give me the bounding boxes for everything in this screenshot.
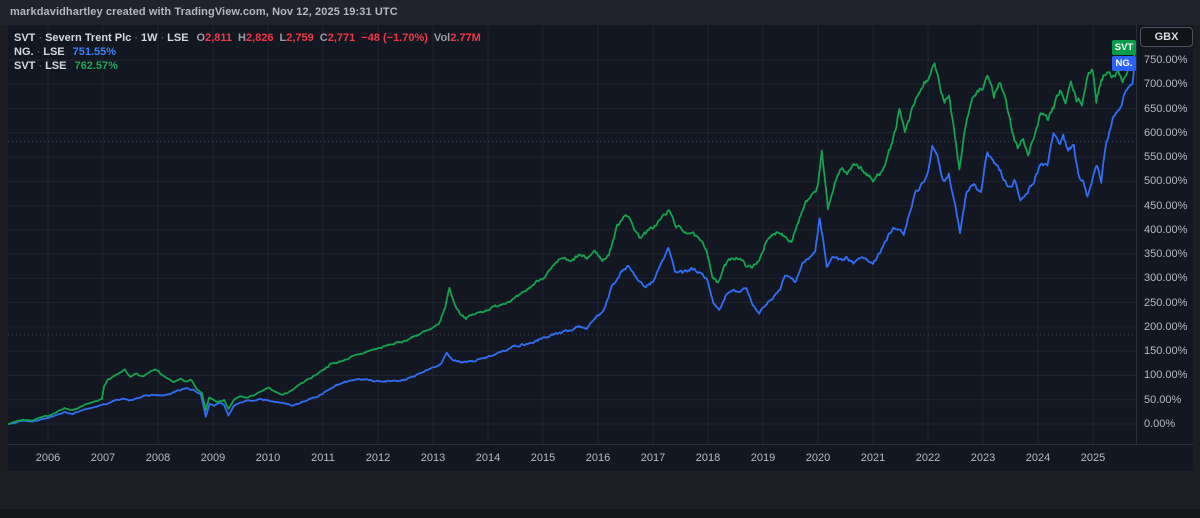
y-axis-label: 600.00% <box>1144 126 1188 139</box>
x-axis-label: 2013 <box>420 452 446 464</box>
footer-bar: 7 TradingView <box>0 471 1200 509</box>
ng-percent-value: 751.55% <box>72 46 117 58</box>
x-axis-label: 2007 <box>90 452 116 464</box>
x-axis-label: 2025 <box>1080 452 1106 464</box>
x-axis-label: 2014 <box>475 452 501 464</box>
x-axis-label: 2016 <box>585 452 611 464</box>
y-axis-label: 200.00% <box>1144 320 1188 333</box>
x-axis-label: 2015 <box>530 452 556 464</box>
y-axis-label: 100.00% <box>1144 369 1188 382</box>
legend-interval: 1W <box>140 32 158 44</box>
x-axis-label: 2011 <box>311 452 335 464</box>
y-axis-label: 550.00% <box>1144 151 1188 164</box>
x-axis-label: 2008 <box>145 452 171 464</box>
legend-main-series[interactable]: SVT · Severn Trent Plc · 1W · LSE O2,811 H2,826 L… <box>14 32 481 44</box>
series-line-svt <box>8 52 1136 425</box>
x-axis-label: 2024 <box>1025 452 1051 464</box>
change-value: −48 (−1.70%) <box>361 32 428 44</box>
legend-symbol: SVT <box>14 32 36 44</box>
x-axis-label: 2018 <box>695 452 721 464</box>
ng-last-value-badge: NG. <box>1112 55 1136 71</box>
legend-exchange: LSE <box>167 32 189 44</box>
y-axis-label: 50.00% <box>1144 393 1182 406</box>
x-axis-label: 2010 <box>255 452 281 464</box>
y-axis-label: 150.00% <box>1144 345 1188 358</box>
x-axis-label: 2009 <box>200 452 226 464</box>
x-axis-label: 2006 <box>35 452 61 464</box>
y-axis-label: 350.00% <box>1144 248 1188 261</box>
x-axis-label: 2021 <box>860 452 886 464</box>
bottom-strip <box>0 509 1200 518</box>
x-axis-label: 2023 <box>970 452 996 464</box>
x-axis-label: 2020 <box>805 452 831 464</box>
close-label: C <box>319 32 328 44</box>
attribution-bar: markdavidhartley created with TradingVie… <box>0 0 1200 25</box>
chart-widget[interactable]: SVT · Severn Trent Plc · 1W · LSE O2,811 H2,826 L… <box>8 25 1193 471</box>
high-label: H <box>238 32 246 44</box>
high-value: 2,826 <box>245 32 274 44</box>
y-axis-label: 650.00% <box>1144 102 1188 115</box>
x-axis-label: 2017 <box>640 452 666 464</box>
y-axis-label: 700.00% <box>1144 78 1188 91</box>
y-axis-label: 750.00% <box>1144 54 1188 66</box>
y-axis-label: 400.00% <box>1144 223 1188 236</box>
legend: SVT · Severn Trent Plc · 1W · LSE O2,811 H2,826 L… <box>14 31 481 73</box>
y-axis-label: 500.00% <box>1144 175 1188 188</box>
x-axis-label: 2012 <box>365 452 391 464</box>
volume-value: 2.77M <box>450 32 481 44</box>
y-axis-label: 300.00% <box>1144 272 1188 285</box>
svt-last-value-badge: SVT <box>1112 40 1136 55</box>
ng-symbol: NG. <box>14 46 34 58</box>
x-axis-label: 2019 <box>750 452 776 464</box>
open-value: 2,811 <box>205 32 233 44</box>
y-axis-label: 450.00% <box>1144 199 1188 212</box>
x-axis-label: 2022 <box>915 452 941 464</box>
legend-compare-svt[interactable]: SVT · LSE 762.57% <box>14 60 118 72</box>
volume-label: Vol <box>433 32 451 44</box>
open-label: O <box>196 32 206 44</box>
low-value: 2,759 <box>286 32 314 44</box>
legend-compare-ng[interactable]: NG. · LSE 751.55% <box>14 46 117 58</box>
y-axis-label: 250.00% <box>1144 296 1188 309</box>
legend-name: Severn Trent Plc <box>45 32 132 44</box>
svt-symbol: SVT <box>14 60 36 72</box>
chart-canvas[interactable]: SVT · Severn Trent Plc · 1W · LSE O2,811 H2,826 L… <box>8 25 1136 444</box>
close-value: 2,771 <box>327 32 356 44</box>
attribution-text: markdavidhartley created with TradingVie… <box>10 6 398 18</box>
y-axis-label: 0.00% <box>1144 418 1176 430</box>
ng-exchange: LSE <box>43 46 65 58</box>
price-plot <box>8 25 1136 444</box>
currency-button[interactable]: GBX <box>1140 27 1193 47</box>
series-line-ng <box>8 58 1136 425</box>
svt-percent-value: 762.57% <box>74 60 118 72</box>
time-axis[interactable]: 2006 2007 2008 2009 2010 2011 2012 2013 2014 2015… <box>8 444 1193 471</box>
low-label: L <box>279 32 287 44</box>
price-axis[interactable]: 750.00% 700.00% 650.00% 600.00% 550.00% 500.0… <box>1136 25 1193 444</box>
svt-exchange: LSE <box>45 60 67 72</box>
